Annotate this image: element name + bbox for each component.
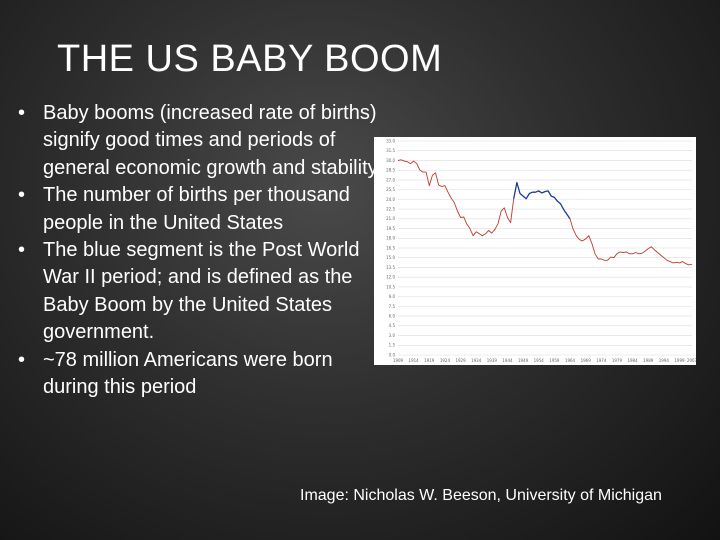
- y-tick-label: 19.5: [386, 226, 395, 231]
- y-tick-label: 31.5: [386, 148, 395, 153]
- bullet-text: Baby booms (increased rate of births) si…: [43, 102, 378, 179]
- bullet-icon: •: [18, 239, 26, 262]
- slide-title: THE US BABY BOOM: [57, 38, 443, 80]
- series-line-after: [569, 218, 693, 266]
- x-tick-label: 1914: [409, 358, 420, 363]
- series-line-before: [397, 159, 515, 237]
- bullet-icon: •: [18, 184, 26, 207]
- y-tick-label: 24.0: [386, 197, 395, 202]
- x-tick-label: 1989: [643, 358, 654, 363]
- y-tick-label: 12.0: [386, 275, 395, 280]
- image-credit: Image: Nicholas W. Beeson, University of…: [300, 487, 662, 504]
- bullet-icon: •: [18, 348, 26, 371]
- series-line-boom: [513, 181, 571, 220]
- y-tick-label: 33.0: [386, 138, 395, 143]
- x-tick-label: 1909: [393, 358, 404, 363]
- y-tick-label: 9.0: [389, 294, 396, 299]
- y-tick-label: 1.5: [389, 343, 396, 348]
- bullet-text: The number of births per thousand people…: [43, 184, 350, 234]
- y-tick-label: 21.0: [386, 216, 395, 221]
- bullet-list: • Baby booms (increased rate of births) …: [18, 100, 378, 401]
- birth-rate-chart: 0.0 1.5 3.0 4.5 6.0 7.5 9.0 10.5 12.0 13.5 15.0 16.…: [374, 137, 696, 365]
- y-tick-label: 22.5: [386, 206, 395, 211]
- x-tick-label: 1999: [674, 358, 685, 363]
- y-tick-label: 3.0: [389, 333, 396, 338]
- bullet-item: • The blue segment is the Post World War…: [18, 237, 378, 347]
- y-tick-label: 0.0: [389, 352, 396, 357]
- x-tick-label: 1924: [440, 358, 451, 363]
- bullet-text: ~78 million Americans were born during t…: [43, 348, 333, 399]
- x-tick-label: 1984: [627, 358, 638, 363]
- y-tick-label: 25.5: [386, 187, 395, 192]
- y-tick-label: 18.0: [386, 236, 395, 241]
- x-tick-label: 1969: [581, 358, 592, 363]
- x-tick-label: 1959: [549, 358, 560, 363]
- x-tick-label: 1994: [659, 358, 670, 363]
- y-tick-label: 13.5: [386, 265, 395, 270]
- y-tick-label: 7.5: [389, 304, 396, 309]
- y-tick-label: 4.5: [389, 323, 396, 328]
- bullet-item: • ~78 million Americans were born during…: [18, 347, 378, 402]
- y-tick-label: 6.0: [389, 313, 396, 318]
- y-tick-label: 15.0: [386, 255, 395, 260]
- x-tick-label: 1939: [487, 358, 498, 363]
- x-tick-label: 1929: [455, 358, 466, 363]
- x-tick-label: 1974: [596, 358, 607, 363]
- y-tick-label: 10.5: [386, 284, 395, 289]
- x-tick-label: 1979: [612, 358, 623, 363]
- x-tick-label: 1949: [518, 358, 529, 363]
- y-tick-label: 16.5: [386, 245, 395, 250]
- y-tick-label: 30.0: [386, 158, 395, 163]
- x-tick-label: 1954: [534, 358, 545, 363]
- bullet-item: • The number of births per thousand peop…: [18, 182, 378, 237]
- birth-rate-chart-svg: 0.0 1.5 3.0 4.5 6.0 7.5 9.0 10.5 12.0 13.5 15.0 16.…: [386, 138, 696, 363]
- x-tick-label: 2003: [687, 358, 696, 363]
- bullet-text: The blue segment is the Post World War I…: [43, 239, 360, 344]
- x-tick-label: 1919: [424, 358, 435, 363]
- bullet-item: • Baby booms (increased rate of births) …: [18, 100, 378, 182]
- x-tick-label: 1934: [471, 358, 482, 363]
- bullet-icon: •: [18, 102, 26, 124]
- x-tick-label: 1964: [565, 358, 576, 363]
- x-tick-label: 1944: [502, 358, 513, 363]
- y-tick-label: 28.5: [386, 168, 395, 173]
- y-tick-label: 27.0: [386, 177, 395, 182]
